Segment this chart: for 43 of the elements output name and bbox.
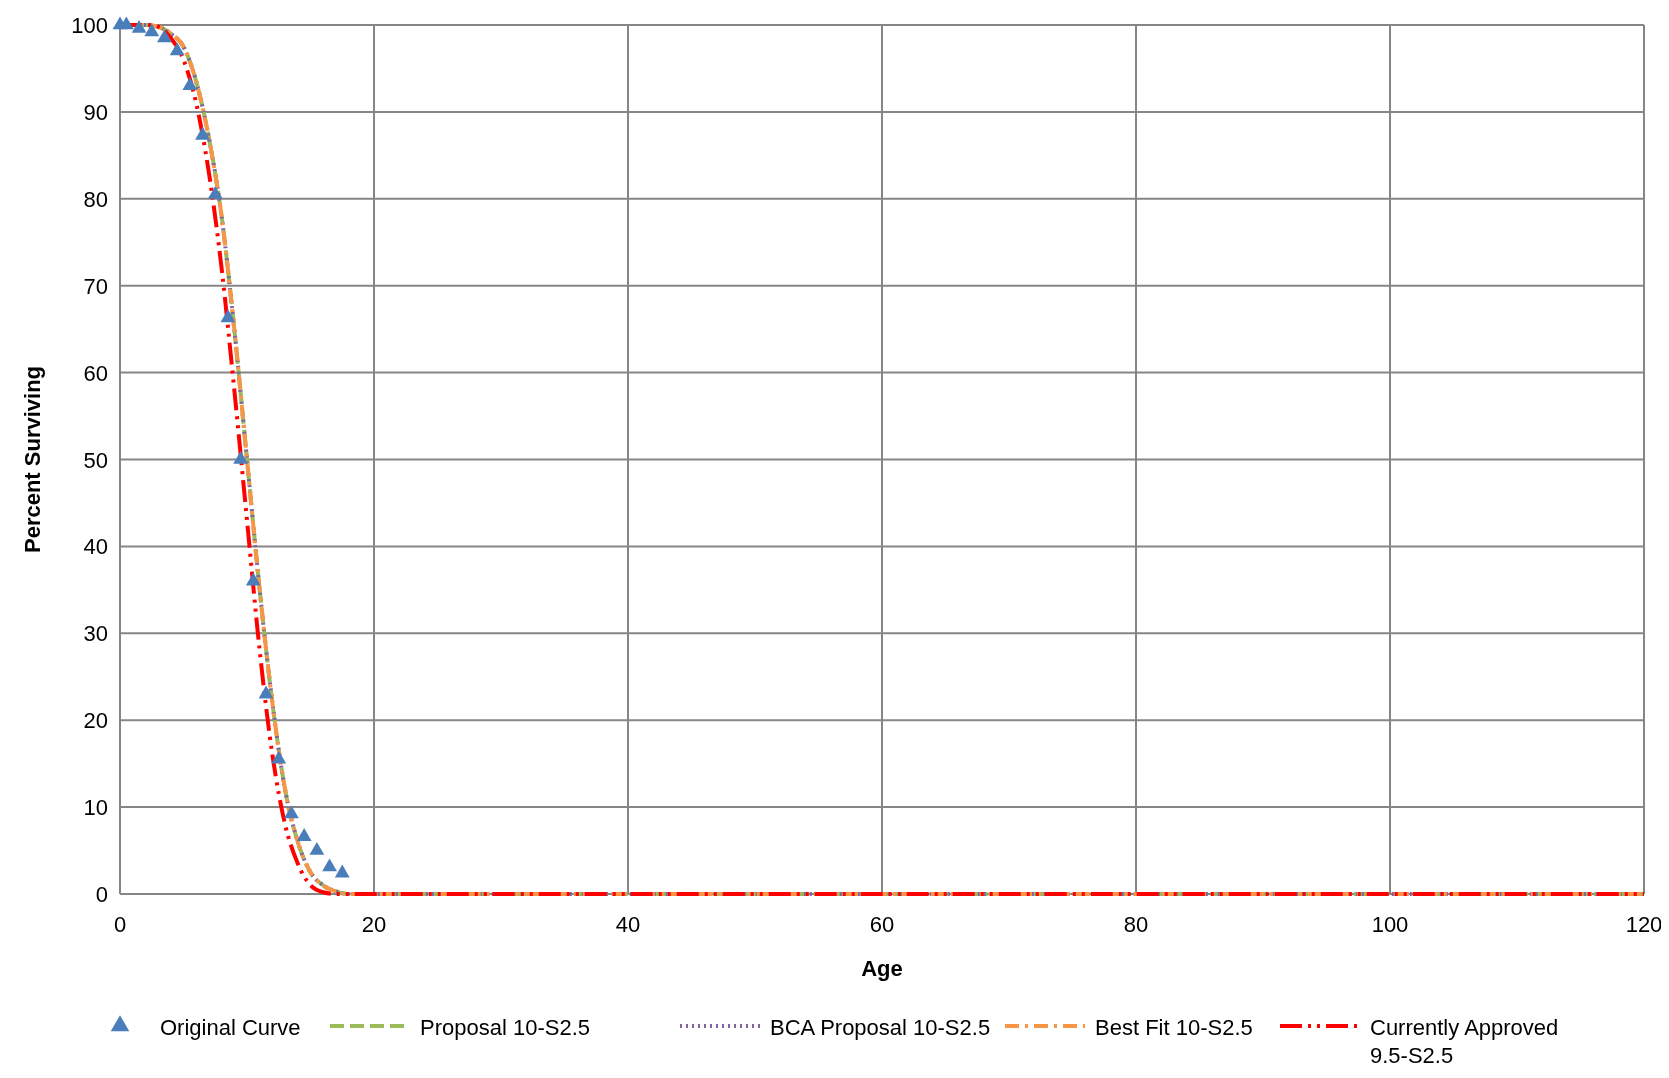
- y-tick-label: 0: [95, 882, 108, 907]
- point: [322, 858, 337, 872]
- point: [271, 750, 287, 764]
- point: [233, 450, 249, 464]
- legend-label: Original Curve: [160, 1015, 301, 1040]
- x-tick-label: 0: [113, 912, 127, 937]
- point: [157, 29, 172, 43]
- y-tick-label: 70: [83, 273, 108, 299]
- x-tick-label: 40: [615, 912, 641, 937]
- y-tick-label: 100: [71, 13, 108, 38]
- legend-label: BCA Proposal 10-S2.5: [770, 1015, 991, 1040]
- point: [258, 685, 274, 699]
- x-tick-label: 20: [361, 912, 387, 937]
- point: [296, 828, 312, 841]
- point: [118, 16, 134, 30]
- x-tick-label: 80: [1123, 912, 1149, 937]
- legend-label: Currently Approved 9.5-S2.5: [1370, 1015, 1559, 1068]
- legend-label: Proposal 10-S2.5: [420, 1015, 590, 1040]
- y-tick-label: 80: [83, 186, 108, 212]
- y-tick-label: 10: [83, 795, 108, 821]
- point: [131, 19, 147, 33]
- point: [182, 77, 198, 91]
- x-tick-label: 120: [1625, 912, 1663, 937]
- point: [169, 42, 185, 56]
- y-axis-title: Percent Surviving: [20, 365, 45, 554]
- point: [309, 842, 325, 855]
- point: [207, 185, 223, 199]
- x-axis-title: Age: [861, 956, 903, 981]
- point: [245, 572, 261, 586]
- y-tick-label: 20: [83, 708, 108, 734]
- y-tick-label: 30: [83, 621, 108, 647]
- point: [220, 309, 236, 323]
- legend-label: Best Fit 10-S2.5: [1095, 1015, 1253, 1040]
- point: [195, 126, 210, 140]
- y-tick-label: 50: [83, 447, 108, 473]
- point: [334, 864, 350, 878]
- y-tick-label: 60: [83, 360, 108, 386]
- y-tick-label: 90: [83, 99, 108, 125]
- x-tick-label: 60: [869, 912, 895, 937]
- point: [284, 805, 299, 819]
- point: [144, 23, 160, 37]
- x-tick-label: 100: [1371, 912, 1409, 937]
- y-tick-label: 40: [83, 534, 108, 560]
